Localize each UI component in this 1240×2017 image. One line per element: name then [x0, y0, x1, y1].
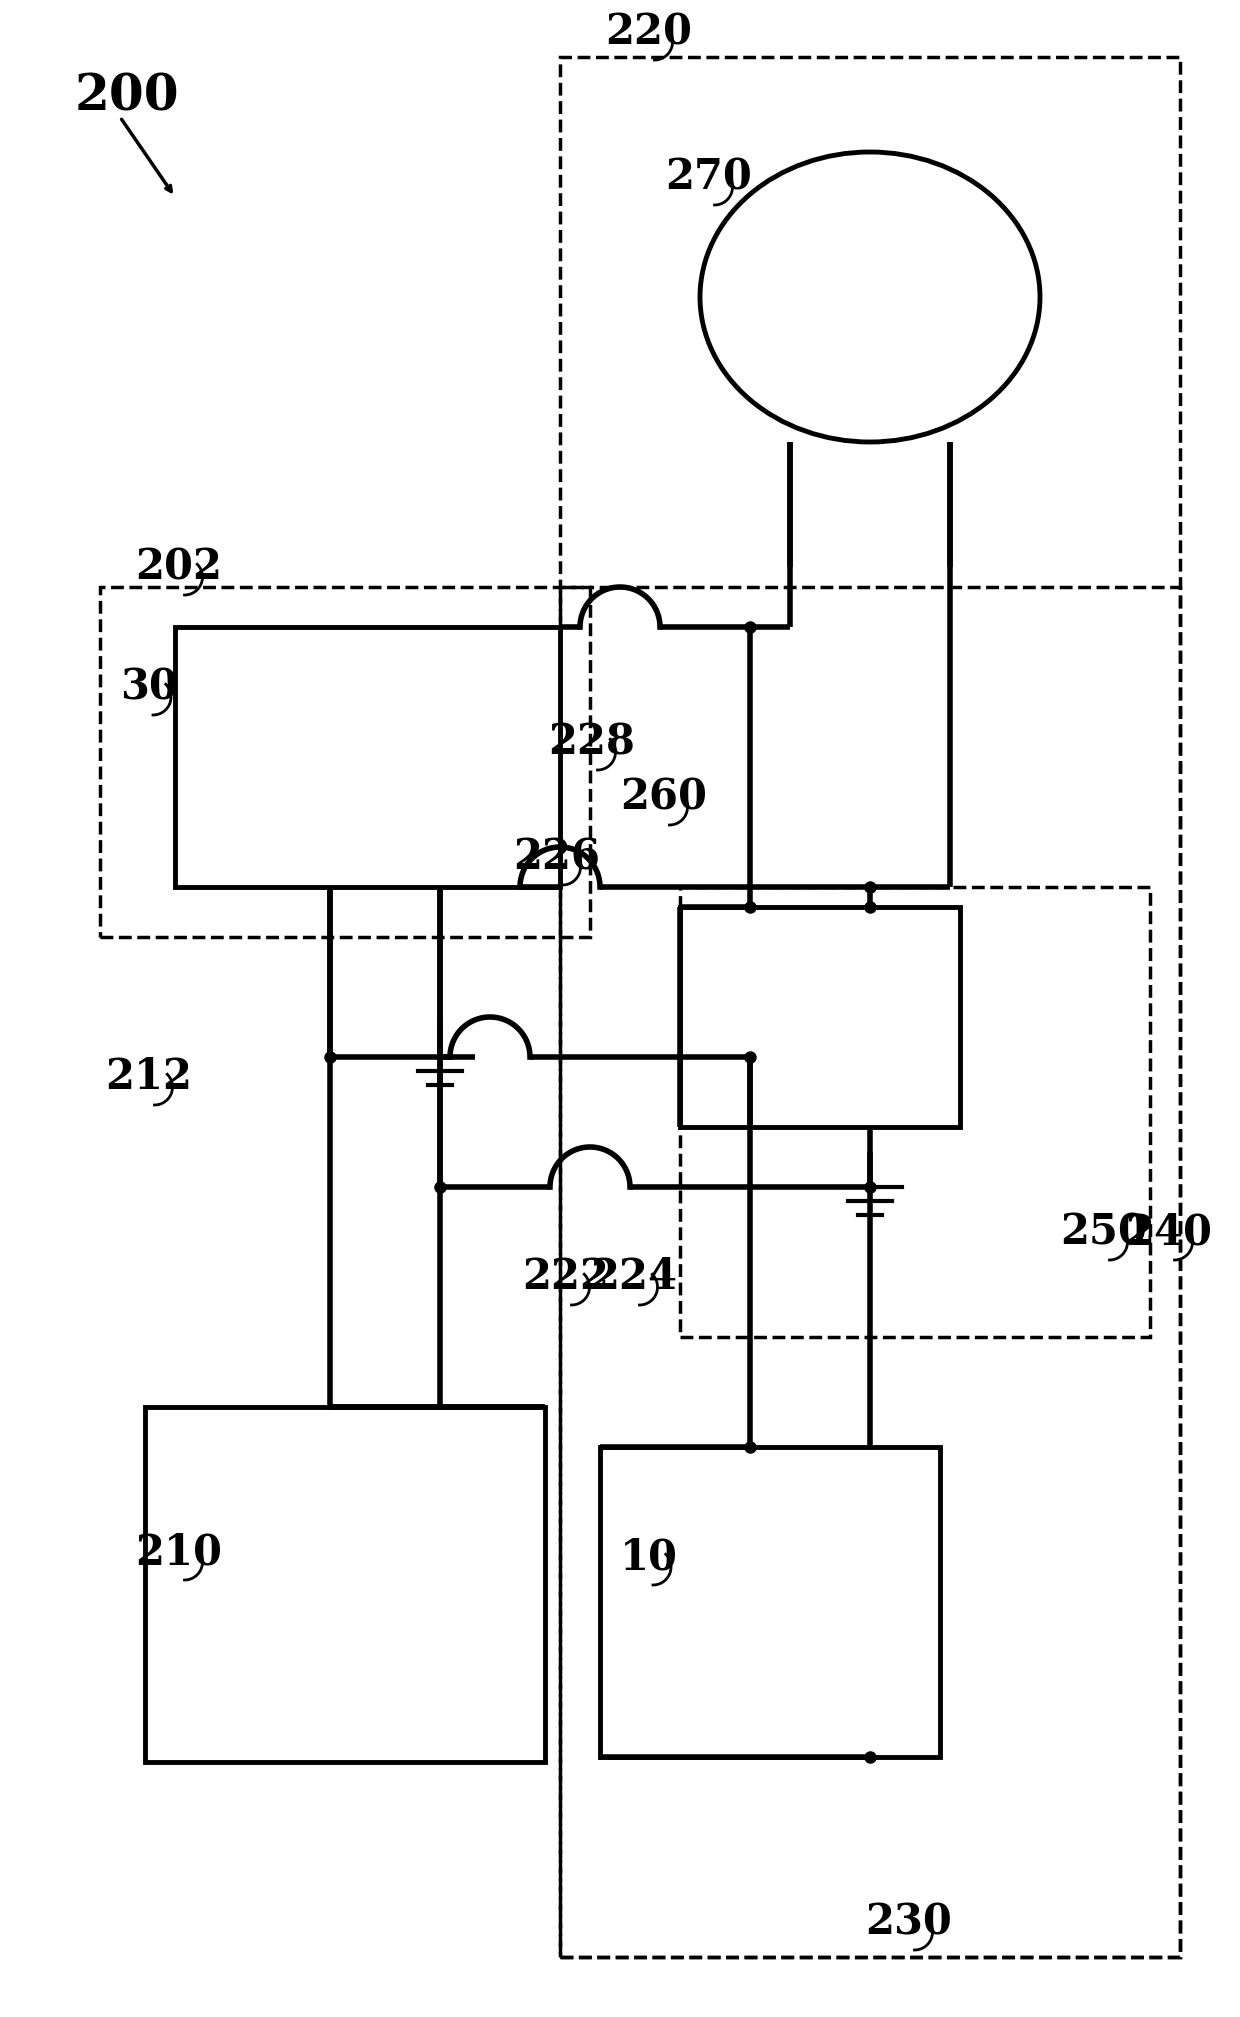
Bar — [560, 56, 1180, 1956]
Text: 222: 222 — [522, 1257, 609, 1299]
Bar — [680, 908, 960, 1128]
Bar — [100, 587, 590, 938]
Bar — [600, 1446, 940, 1757]
Text: 230: 230 — [866, 1900, 952, 1942]
Bar — [175, 627, 560, 887]
Text: 228: 228 — [548, 720, 635, 762]
Text: 240: 240 — [1125, 1210, 1211, 1253]
Text: 212: 212 — [105, 1057, 192, 1097]
Bar — [145, 1408, 546, 1763]
Text: 250: 250 — [1060, 1210, 1147, 1253]
Text: 202: 202 — [135, 547, 222, 589]
Text: 10: 10 — [620, 1537, 678, 1577]
Text: 226: 226 — [513, 835, 600, 877]
Text: 270: 270 — [665, 155, 751, 198]
Text: 30: 30 — [120, 666, 177, 708]
Bar — [560, 587, 1180, 1956]
Text: 224: 224 — [590, 1257, 677, 1299]
Bar — [680, 887, 1149, 1337]
Text: 220: 220 — [605, 10, 692, 52]
Text: 210: 210 — [135, 1531, 222, 1573]
Ellipse shape — [701, 151, 1040, 442]
Text: 200: 200 — [74, 73, 180, 121]
Text: 260: 260 — [620, 777, 707, 819]
